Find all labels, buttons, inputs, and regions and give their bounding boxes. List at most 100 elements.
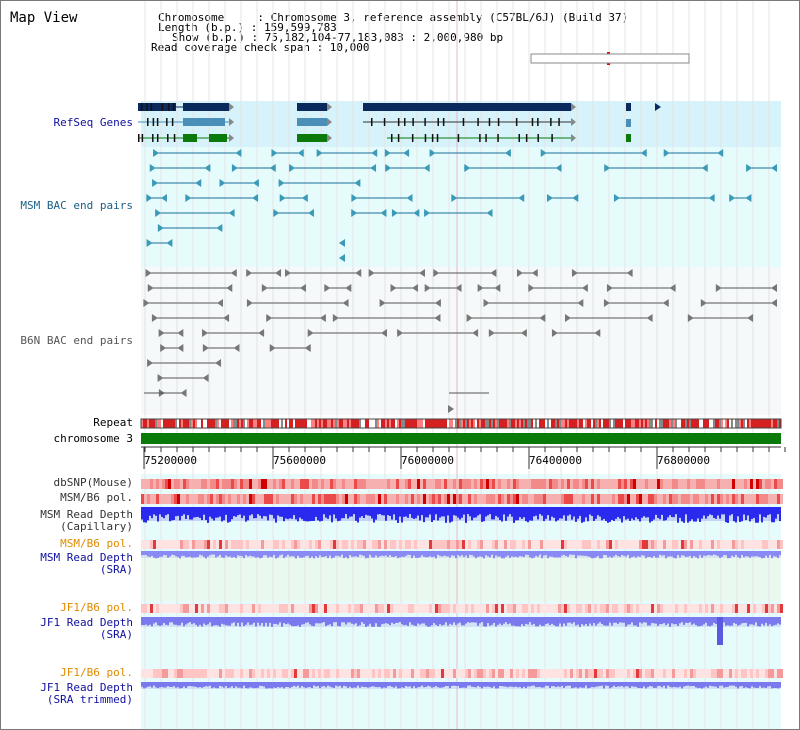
msm-depth-sra-bar: [449, 551, 451, 558]
repeat-cell: [779, 419, 781, 428]
jf1-depth-trimmed-bar: [445, 682, 447, 686]
polymorphism-cell: [651, 604, 654, 613]
msm-depth-sra-bar: [437, 551, 439, 555]
msm-depth-capillary-bar: [707, 507, 709, 517]
b6n-bac-pair-end: [202, 329, 209, 337]
repeat-cell: [619, 419, 621, 428]
polymorphism-cell: [453, 604, 456, 613]
polymorphism-cell: [759, 494, 762, 504]
msm-depth-capillary-bar: [447, 507, 449, 516]
polymorphism-cell: [741, 494, 744, 504]
msm-depth-capillary-bar: [639, 507, 641, 522]
repeat-cell: [749, 419, 751, 428]
jf1-depth-sra-bar: [677, 617, 679, 626]
track-label-refseq[interactable]: RefSeq Genes: [53, 116, 133, 129]
repeat-cell: [293, 419, 295, 428]
msm-bac-pair-end: [604, 164, 611, 172]
polymorphism-cell: [261, 604, 264, 613]
msm-depth-capillary-bar: [419, 507, 421, 521]
repeat-cell: [393, 419, 395, 428]
polymorphism-cell: [738, 604, 741, 613]
polymorphism-cell: [534, 479, 537, 489]
jf1-depth-trimmed-bar: [703, 682, 705, 688]
jf1-depth-trimmed-bar: [537, 682, 539, 688]
repeat-cell: [587, 419, 589, 428]
polymorphism-cell: [453, 494, 456, 504]
gene-exon: [161, 103, 163, 111]
msm-depth-sra-bar: [391, 551, 393, 557]
polymorphism-cell: [267, 479, 270, 489]
polymorphism-cell: [699, 604, 702, 613]
polymorphism-cell: [324, 540, 327, 549]
chromosome-ideogram[interactable]: [530, 53, 690, 64]
jf1-depth-trimmed-bar: [321, 682, 323, 687]
polymorphism-cell: [198, 494, 201, 504]
msm-depth-capillary-bar: [271, 507, 273, 516]
repeat-cell: [695, 419, 697, 428]
jf1-depth-sra-bar: [479, 617, 481, 624]
polymorphism-cell: [624, 604, 627, 613]
jf1-depth-sra-bar: [353, 617, 355, 625]
msm-depth-capillary-bar: [575, 507, 577, 522]
polymorphism-cell: [177, 479, 180, 489]
jf1-depth-sra-bar: [615, 617, 617, 623]
polymorphism-cell: [741, 479, 744, 489]
jf1-depth-trimmed-bar: [511, 682, 513, 687]
msm-bac-pair-end: [289, 164, 296, 172]
msm-depth-sra-bar: [145, 551, 147, 555]
polymorphism-cell: [723, 669, 726, 678]
jf1-depth-sra-bar: [407, 617, 409, 626]
polymorphism-cell: [582, 604, 585, 613]
msm-depth-sra-bar: [745, 551, 747, 557]
repeat-cell: [741, 419, 743, 428]
repeat-cell: [249, 419, 251, 428]
polymorphism-cell: [606, 479, 609, 489]
msm-depth-sra-bar: [159, 551, 161, 557]
jf1-depth-trimmed-bar: [351, 682, 353, 688]
polymorphism-cell: [507, 604, 510, 613]
polymorphism-cell: [714, 494, 717, 504]
polymorphism-cell: [615, 494, 618, 504]
polymorphism-cell: [150, 494, 153, 504]
jf1-depth-sra-bar: [369, 617, 371, 624]
polymorphism-cell: [411, 494, 414, 504]
polymorphism-cell: [207, 604, 210, 613]
polymorphism-cell: [579, 604, 582, 613]
jf1-depth-trimmed-bar: [307, 682, 309, 688]
polymorphism-cell: [498, 479, 501, 489]
polymorphism-cell: [555, 669, 558, 678]
jf1-depth-trimmed-bar: [385, 682, 387, 688]
msm-depth-sra-bar: [241, 551, 243, 557]
jf1-depth-trimmed-bar: [711, 682, 713, 687]
polymorphism-cell: [285, 494, 288, 504]
jf1-depth-trimmed-bar: [237, 682, 239, 688]
polymorphism-cell: [474, 479, 477, 489]
polymorphism-cell: [531, 494, 534, 504]
gene-exon: [183, 134, 197, 142]
jf1-depth-trimmed-bar: [437, 682, 439, 688]
track-label-msm-bac[interactable]: MSM BAC end pairs: [20, 199, 133, 212]
jf1-depth-sra-bar: [291, 617, 293, 627]
polymorphism-cell: [282, 604, 285, 613]
msm-depth-capillary-bar: [319, 507, 321, 522]
polymorphism-cell: [579, 479, 582, 489]
polymorphism-cell: [684, 479, 687, 489]
polymorphism-cell: [357, 494, 360, 504]
msm-depth-sra-bar: [501, 551, 503, 559]
jf1-depth-sra-bar: [389, 617, 391, 626]
jf1-depth-trimmed-bar: [539, 682, 541, 687]
repeat-cell: [747, 419, 749, 428]
track-label-b6n-bac[interactable]: B6N BAC end pairs: [20, 334, 133, 347]
polymorphism-cell: [573, 479, 576, 489]
msm-depth-sra-bar: [349, 551, 351, 556]
jf1-depth-trimmed-bar: [415, 682, 417, 689]
jf1-depth-sra-bar: [435, 617, 437, 625]
b6n-bac-pair-end: [577, 299, 584, 307]
polymorphism-cell: [156, 494, 159, 504]
msm-depth-capillary-bar: [147, 507, 149, 521]
jf1-depth-trimmed-bar: [169, 682, 171, 687]
msm-depth-sra-bar: [413, 551, 415, 556]
msm-depth-sra-bar: [653, 551, 655, 557]
repeat-cell: [165, 419, 167, 428]
